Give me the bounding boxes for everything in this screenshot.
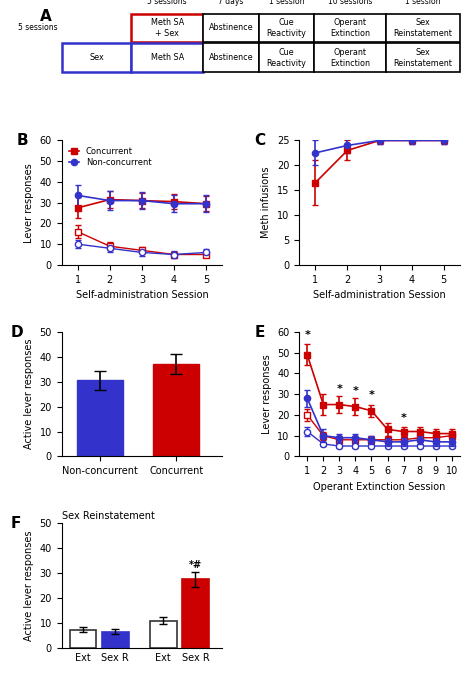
Bar (77, 381, 123, 456)
Y-axis label: Lever responses: Lever responses (262, 355, 272, 434)
Text: *: * (337, 384, 342, 394)
Y-axis label: Meth infusions: Meth infusions (262, 167, 272, 239)
Bar (386, 14, 460, 42)
Y-axis label: Active lever responses: Active lever responses (24, 531, 34, 641)
Bar (154, 364, 199, 456)
Text: 5 sessions: 5 sessions (18, 23, 58, 33)
Text: B: B (17, 133, 28, 148)
X-axis label: Self-administration Session: Self-administration Session (313, 290, 446, 300)
Text: D: D (10, 325, 23, 340)
Text: F: F (10, 516, 21, 531)
Text: A: A (40, 9, 52, 24)
Text: E: E (254, 325, 264, 340)
Bar (182, 580, 209, 648)
Text: Meth SA: Meth SA (151, 53, 184, 62)
Bar (259, 14, 314, 42)
Text: 10 sessions: 10 sessions (328, 0, 373, 6)
Text: Meth SA
+ Sex: Meth SA + Sex (151, 18, 184, 38)
Bar (150, 621, 177, 648)
Bar (203, 14, 259, 42)
Text: Sex Reinstatement: Sex Reinstatement (62, 512, 155, 521)
Text: Abstinence: Abstinence (209, 53, 253, 62)
Bar (131, 14, 203, 42)
Bar (131, 44, 203, 72)
Text: Sex
Reinstatement: Sex Reinstatement (393, 48, 452, 68)
Text: *: * (353, 386, 358, 396)
Text: Operant
Extinction: Operant Extinction (330, 48, 370, 68)
Text: Cue
Reactivity: Cue Reactivity (267, 18, 307, 38)
Text: Sex
Reinstatement: Sex Reinstatement (393, 18, 452, 38)
Text: 1 session: 1 session (405, 0, 441, 6)
Text: *: * (369, 390, 374, 400)
Bar (259, 44, 314, 72)
X-axis label: Self-administration Session: Self-administration Session (75, 290, 208, 300)
Bar (102, 632, 128, 648)
Bar (386, 44, 460, 72)
Bar (70, 630, 96, 648)
Text: 1 session: 1 session (269, 0, 304, 6)
Legend: Concurrent, Non-concurrent: Concurrent, Non-concurrent (69, 147, 151, 167)
Text: C: C (254, 133, 265, 148)
Text: *#: *# (189, 559, 202, 569)
Bar (314, 14, 386, 42)
Text: 5 sessions: 5 sessions (147, 0, 187, 6)
Text: Operant
Extinction: Operant Extinction (330, 18, 370, 38)
Text: Sex: Sex (89, 53, 104, 62)
Y-axis label: Active lever responses: Active lever responses (24, 339, 34, 449)
Text: 7 days: 7 days (218, 0, 244, 6)
Bar (314, 44, 386, 72)
Text: *: * (304, 330, 310, 340)
Text: Abstinence: Abstinence (209, 23, 253, 33)
Y-axis label: Lever responses: Lever responses (24, 163, 34, 243)
Text: *: * (401, 413, 407, 424)
Text: Cue
Reactivity: Cue Reactivity (267, 48, 307, 68)
Bar (62, 44, 131, 72)
X-axis label: Operant Extinction Session: Operant Extinction Session (313, 481, 446, 492)
Bar (203, 44, 259, 72)
